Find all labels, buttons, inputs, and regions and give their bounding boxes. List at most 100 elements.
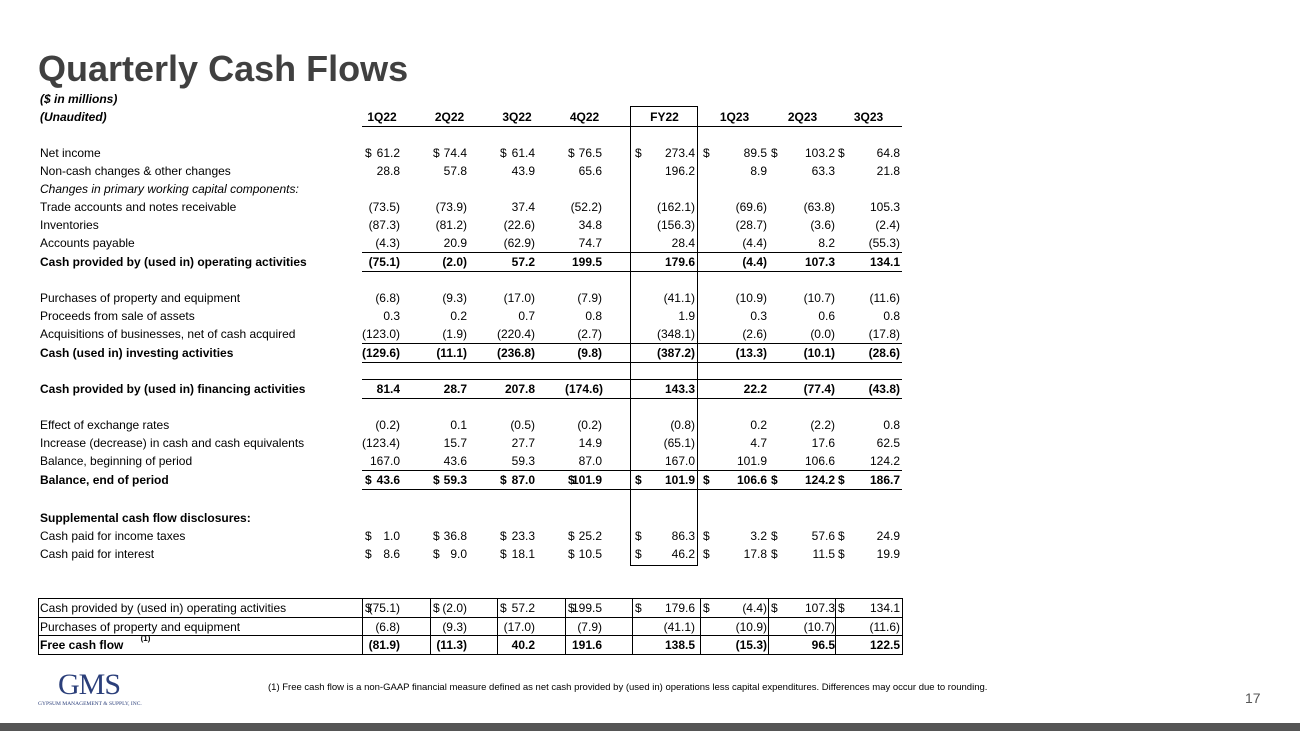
- cell-value: (28.7): [735, 218, 767, 232]
- column-rule: [768, 598, 769, 655]
- row-label: Acquisitions of businesses, net of cash …: [40, 327, 296, 341]
- cell-value: 21.8: [876, 164, 900, 178]
- column-rule: [497, 598, 498, 655]
- total-rule: [362, 379, 902, 380]
- cell-value: 57.6: [811, 529, 835, 543]
- fy-box-right: [697, 106, 698, 566]
- cell-value: 105.3: [869, 200, 900, 214]
- column-rule: [632, 598, 633, 655]
- cell-value: 17.6: [811, 436, 835, 450]
- cell-value: (11.3): [436, 638, 467, 652]
- fy-box-bottom: [630, 565, 698, 566]
- cell-value: (0.0): [810, 327, 835, 341]
- cell-value: (348.1): [656, 327, 695, 341]
- cell-value: 101.9: [664, 473, 695, 487]
- currency-sign: $: [365, 547, 372, 561]
- currency-sign: $: [771, 601, 778, 615]
- cell-value: (81.2): [435, 218, 467, 232]
- cell-value: (15.3): [735, 638, 767, 652]
- fy-box-top: [630, 106, 698, 107]
- row-label: Purchases of property and equipment: [40, 620, 241, 634]
- currency-sign: $: [433, 529, 440, 543]
- row-rule: [38, 598, 902, 599]
- cell-value: (156.3): [656, 218, 695, 232]
- row-rule: [38, 635, 902, 636]
- fy-box-left: [630, 106, 631, 566]
- cell-value: 86.3: [671, 529, 695, 543]
- cell-value: (4.3): [375, 236, 400, 250]
- cell-value: 57.8: [443, 164, 467, 178]
- cell-value: (123.0): [362, 327, 401, 341]
- currency-sign: $: [838, 529, 845, 543]
- cell-value: 64.8: [876, 146, 900, 160]
- cell-value: 14.9: [578, 436, 602, 450]
- cell-value: 74.4: [443, 146, 467, 160]
- currency-sign: $: [635, 473, 642, 487]
- cell-value: (3.6): [810, 218, 835, 232]
- total-rule: [362, 343, 902, 344]
- currency-sign: $: [771, 529, 778, 543]
- cell-value: (162.1): [656, 200, 695, 214]
- total-rule: [362, 271, 902, 272]
- currency-sign: $: [365, 601, 372, 615]
- page-number: 17: [1245, 690, 1261, 706]
- cell-value: (11.1): [436, 346, 467, 360]
- cell-value: (129.6): [362, 346, 401, 360]
- cell-value: 59.3: [443, 473, 467, 487]
- cell-value: 0.8: [585, 309, 602, 323]
- row-label: Cash paid for interest: [40, 547, 155, 561]
- currency-sign: $: [771, 547, 778, 561]
- currency-sign: $: [635, 547, 642, 561]
- cell-value: 179.6: [664, 601, 695, 615]
- cell-value: (73.5): [368, 200, 400, 214]
- total-rule: [362, 489, 902, 490]
- cell-value: 46.2: [671, 547, 695, 561]
- cell-value: 20.9: [443, 236, 467, 250]
- cell-value: 63.3: [811, 164, 835, 178]
- cell-value: 11.5: [812, 547, 835, 561]
- cell-value: 101.9: [571, 473, 602, 487]
- cell-value: 19.9: [876, 547, 900, 561]
- row-label: Net income: [40, 146, 101, 160]
- cell-value: 89.5: [743, 146, 767, 160]
- column-rule: [565, 598, 566, 655]
- cell-value: (6.8): [375, 620, 400, 634]
- cell-value: (220.4): [497, 327, 536, 341]
- currency-sign: $: [703, 146, 710, 160]
- cell-value: 43.6: [376, 473, 400, 487]
- cell-value: (87.3): [368, 218, 400, 232]
- cell-value: 0.2: [750, 418, 767, 432]
- currency-sign: $: [568, 473, 575, 487]
- currency-sign: $: [568, 146, 575, 160]
- cell-value: (11.6): [869, 620, 900, 634]
- currency-sign: $: [433, 473, 440, 487]
- column-header: 1Q22: [367, 110, 397, 124]
- cell-value: 124.2: [869, 454, 900, 468]
- subtitle: ($ in millions): [40, 92, 118, 106]
- cell-value: 138.5: [664, 638, 695, 652]
- column-header: 2Q22: [434, 110, 465, 124]
- cell-value: (9.8): [577, 346, 602, 360]
- cell-value: (2.0): [442, 601, 467, 615]
- currency-sign: $: [500, 547, 507, 561]
- cell-value: 81.4: [376, 382, 400, 396]
- row-label: Accounts payable: [40, 236, 135, 250]
- cell-value: 167.0: [369, 454, 400, 468]
- cell-value: (62.9): [503, 236, 535, 250]
- cell-value: 28.8: [376, 164, 400, 178]
- cell-value: (174.6): [565, 382, 604, 396]
- cell-value: (387.2): [656, 346, 695, 360]
- cell-value: 10.5: [578, 547, 602, 561]
- cell-value: 0.7: [518, 309, 535, 323]
- cell-value: 28.7: [443, 382, 467, 396]
- column-rule: [902, 598, 903, 655]
- currency-sign: $: [838, 473, 845, 487]
- currency-sign: $: [635, 146, 642, 160]
- cell-value: 106.6: [736, 473, 767, 487]
- currency-sign: $: [568, 547, 575, 561]
- cell-value: (65.1): [663, 436, 695, 450]
- cell-value: 9.0: [450, 547, 467, 561]
- cell-value: (4.4): [742, 601, 767, 615]
- cell-value: (13.3): [735, 346, 767, 360]
- cell-value: 61.2: [376, 146, 400, 160]
